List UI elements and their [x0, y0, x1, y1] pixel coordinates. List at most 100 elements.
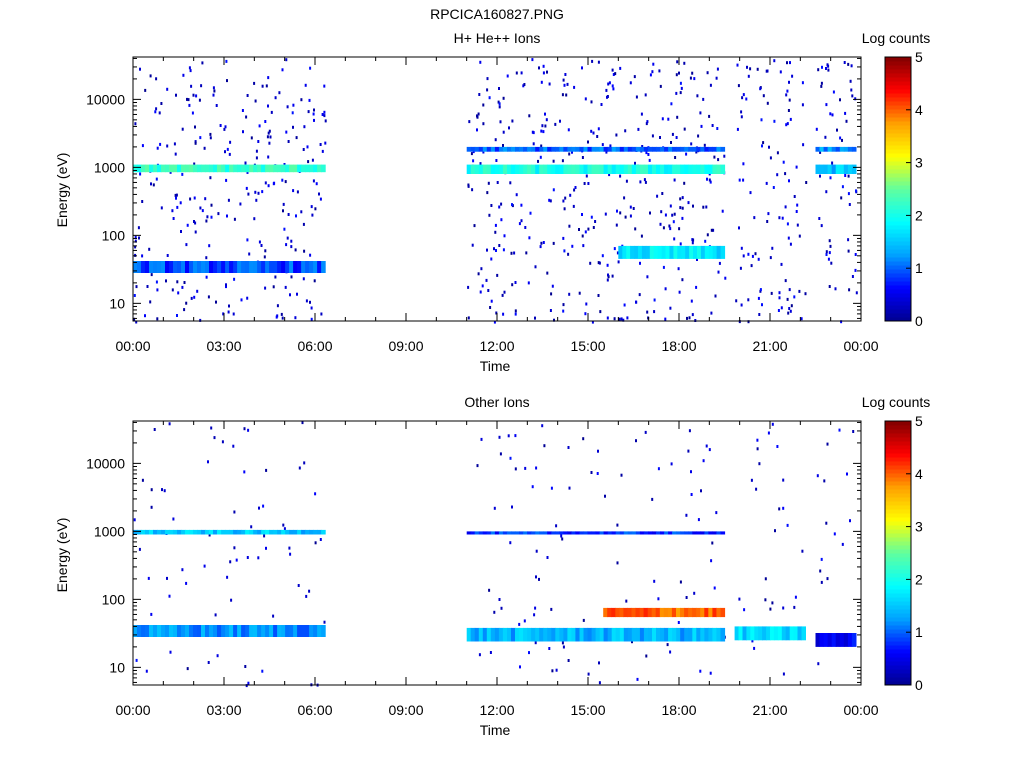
- colorbar-cell: [885, 613, 911, 618]
- band-cell: [486, 146, 492, 152]
- band-cell: [684, 627, 689, 642]
- count-pixel: [262, 504, 265, 508]
- count-pixel: [751, 254, 754, 258]
- count-pixel: [229, 140, 232, 144]
- count-pixel: [705, 444, 708, 448]
- count-pixel: [854, 268, 857, 272]
- count-pixel: [471, 243, 474, 247]
- count-pixel: [768, 145, 770, 149]
- count-pixel: [476, 128, 478, 132]
- colorbar-cell: [885, 617, 911, 622]
- band-cell: [149, 529, 154, 535]
- count-pixel: [511, 119, 514, 123]
- band-cell: [575, 531, 580, 535]
- count-pixel: [524, 226, 527, 229]
- count-pixel: [198, 98, 201, 102]
- band-cell: [301, 529, 306, 535]
- band-cell: [587, 146, 593, 152]
- band-cell: [603, 627, 609, 642]
- count-pixel: [852, 430, 855, 433]
- band-cell: [634, 245, 639, 259]
- band-cell: [708, 245, 714, 259]
- count-pixel: [747, 298, 750, 302]
- colorbar-cell: [885, 625, 911, 630]
- band-cell: [515, 531, 520, 535]
- band-cell: [603, 146, 609, 152]
- count-pixel: [762, 94, 765, 98]
- colorbar-cell: [885, 481, 911, 486]
- band-cell: [603, 164, 609, 174]
- colorbar-cell: [885, 249, 911, 254]
- band-cell: [313, 529, 318, 535]
- count-pixel: [303, 249, 306, 253]
- count-pixel: [675, 73, 678, 77]
- count-pixel: [489, 306, 492, 309]
- count-pixel: [660, 210, 663, 214]
- count-pixel: [590, 100, 593, 104]
- colorbar-cell: [885, 669, 911, 674]
- band-cell: [177, 625, 182, 637]
- count-pixel: [659, 222, 662, 226]
- count-pixel: [480, 437, 483, 441]
- band-cell: [680, 607, 685, 618]
- count-pixel: [606, 278, 609, 282]
- colorbar-cell: [885, 217, 911, 222]
- band-cell: [697, 245, 702, 259]
- count-pixel: [567, 252, 570, 256]
- band-cell: [720, 164, 726, 174]
- count-pixel: [284, 285, 287, 289]
- count-pixel: [619, 174, 622, 178]
- count-pixel: [503, 234, 506, 238]
- band-cell: [639, 607, 645, 618]
- count-pixel: [561, 93, 564, 97]
- count-pixel: [312, 179, 315, 183]
- band-cell: [700, 245, 706, 259]
- count-pixel: [150, 488, 153, 492]
- count-pixel: [765, 181, 768, 185]
- band-cell: [313, 164, 318, 173]
- count-pixel: [546, 70, 548, 74]
- band-cell: [615, 164, 621, 174]
- count-pixel: [832, 90, 835, 94]
- count-pixel: [540, 144, 543, 148]
- count-pixel: [311, 158, 314, 162]
- band-cell: [684, 607, 689, 618]
- band-cell: [648, 627, 653, 642]
- band-cell: [738, 626, 743, 641]
- count-pixel: [566, 82, 569, 86]
- colorbar-cell: [885, 185, 911, 190]
- count-pixel: [743, 608, 746, 612]
- count-pixel: [272, 285, 275, 289]
- colorbar-cell: [885, 289, 911, 294]
- count-pixel: [612, 73, 615, 76]
- count-pixel: [606, 316, 609, 320]
- count-pixel: [759, 289, 762, 293]
- count-pixel: [827, 68, 830, 72]
- count-pixel: [479, 290, 482, 294]
- band-cell: [591, 146, 597, 152]
- count-pixel: [823, 479, 826, 483]
- band-cell: [676, 531, 681, 535]
- count-pixel: [831, 113, 834, 117]
- band-cell: [245, 261, 250, 273]
- band-cell: [651, 607, 657, 618]
- colorbar-cell: [885, 177, 911, 182]
- band-cell: [293, 529, 298, 535]
- count-pixel: [219, 124, 222, 127]
- count-pixel: [640, 112, 643, 116]
- count-pixel: [477, 272, 480, 276]
- band-cell: [301, 164, 306, 173]
- band-cell: [253, 261, 258, 273]
- band-cell: [571, 627, 576, 642]
- count-pixel: [500, 202, 503, 206]
- colorbar-frame: [884, 56, 912, 322]
- band-cell: [627, 627, 633, 642]
- band-cell: [676, 164, 681, 174]
- band-cell: [815, 633, 821, 647]
- count-pixel: [534, 265, 537, 269]
- count-pixel: [240, 298, 243, 302]
- band-cell: [474, 164, 480, 174]
- band-cell: [631, 627, 637, 642]
- band-cell: [693, 245, 698, 259]
- count-pixel: [847, 62, 850, 66]
